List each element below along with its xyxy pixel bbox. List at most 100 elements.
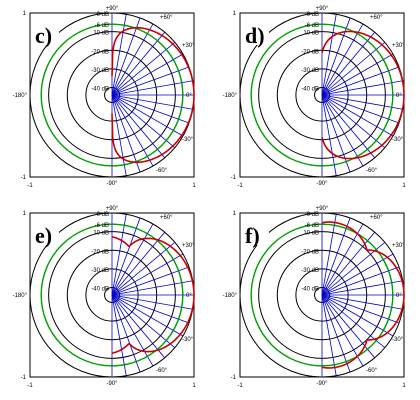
ray	[321, 280, 403, 296]
highlight-tick	[121, 24, 128, 27]
angle-tick-label: 0°	[186, 93, 192, 99]
radial-tick-label: -6 dB	[95, 223, 109, 229]
ray	[321, 294, 400, 324]
angle-tick-label: +90°	[106, 6, 119, 12]
corner-tick-label: 1	[402, 183, 406, 189]
ray	[111, 94, 176, 149]
highlight-tick	[144, 31, 151, 36]
ray	[111, 294, 184, 337]
angle-tick-label: -90°	[316, 181, 328, 187]
corner-tick-label: 1	[23, 211, 27, 217]
highlight-tick	[343, 160, 350, 164]
highlight-tick	[177, 267, 181, 274]
highlight-tick	[343, 360, 350, 364]
ray	[321, 253, 394, 296]
angle-tick-label: +60°	[160, 15, 173, 21]
corner-tick-label: 1	[23, 11, 27, 17]
ray	[111, 214, 127, 296]
corner-tick-label: 1	[233, 211, 237, 217]
radial-tick-label: -40 dB	[301, 87, 319, 93]
polar-panel-d: 0 dB -6 dB 10 dB -20 dB -30 dB -40 dB +90° +60°…	[210, 0, 420, 200]
panel-label-bg	[33, 221, 59, 245]
radial-tick-label: -30 dB	[91, 68, 109, 74]
ray	[321, 294, 364, 367]
ray	[111, 294, 166, 359]
angle-tick-label: -30°	[182, 337, 194, 343]
highlight-tick	[331, 363, 338, 366]
ray	[111, 66, 190, 96]
highlight-tick	[121, 163, 128, 166]
angle-tick-label: -180°	[223, 93, 238, 99]
highlight-tick	[364, 238, 371, 244]
ray	[111, 14, 127, 96]
ray	[321, 217, 351, 296]
angle-tick-label: +30°	[392, 43, 405, 49]
panel-label: c)	[35, 23, 52, 48]
highlight-tick	[381, 56, 386, 63]
panel-label: f)	[245, 223, 260, 248]
radial-tick-label: -20 dB	[301, 49, 319, 55]
angle-tick-label: +90°	[316, 206, 329, 212]
ray	[111, 223, 154, 296]
radial-tick-label: -6 dB	[95, 23, 109, 29]
angle-tick-label: -30°	[392, 337, 404, 343]
ray	[321, 266, 400, 296]
angle-tick-label: 0°	[186, 293, 192, 299]
panel-label: d)	[245, 23, 265, 48]
highlight-tick	[180, 79, 183, 86]
highlight-tick	[163, 337, 169, 344]
ray	[111, 253, 184, 296]
highlight-tick	[387, 67, 391, 74]
ray	[321, 94, 403, 110]
ray	[321, 94, 337, 176]
highlight-tick	[390, 79, 393, 86]
polar-panel-f: 0 dB -6 dB 10 dB -20 dB -30 dB -40 dB +90° +60°…	[210, 200, 420, 400]
highlight-tick	[331, 224, 338, 227]
ray	[321, 94, 364, 167]
highlight-tick	[171, 127, 176, 134]
angle-tick-label: -90°	[106, 181, 118, 187]
polar-plot: 0 dB -6 dB 10 dB -20 dB -30 dB -40 dB +90° +60°…	[223, 206, 407, 389]
ray	[111, 94, 154, 167]
panel-label-bg	[243, 21, 269, 45]
angle-tick-label: -60°	[366, 368, 378, 374]
corner-tick-label: -1	[21, 375, 27, 381]
ray	[321, 53, 394, 96]
polar-plot: 0 dB -6 dB 10 dB -20 dB -30 dB -40 dB +90° +60°…	[13, 6, 197, 189]
angle-tick-label: -180°	[223, 293, 238, 299]
highlight-tick	[180, 104, 183, 111]
radial-tick-label: -6 dB	[305, 223, 319, 229]
highlight-tick	[331, 163, 338, 166]
radiation-pattern	[321, 221, 405, 369]
highlight-tick	[387, 116, 391, 123]
highlight-tick	[387, 316, 391, 323]
highlight-tick	[390, 304, 393, 311]
ray	[111, 294, 141, 373]
angle-tick-label: +60°	[370, 215, 383, 221]
panel-label-bg	[33, 21, 59, 45]
highlight-tick	[177, 116, 181, 123]
polar-plot: 0 dB -6 dB 10 dB -20 dB -30 dB -40 dB +90° +60°…	[223, 6, 407, 189]
ray	[111, 294, 154, 367]
radial-tick-label: 0 dB	[307, 12, 319, 18]
corner-tick-label: 1	[233, 11, 237, 17]
corner-tick-label: -1	[231, 375, 237, 381]
ray	[321, 294, 403, 310]
ray	[111, 231, 166, 296]
radiation-pattern	[321, 30, 405, 160]
ray	[111, 266, 190, 296]
ray	[321, 214, 337, 296]
ray	[321, 94, 394, 137]
ray	[321, 14, 337, 96]
corner-tick-label: -1	[231, 175, 237, 181]
radial-tick-label: -20 dB	[91, 249, 109, 255]
radiation-pattern	[111, 236, 195, 354]
highlight-tick	[364, 38, 371, 44]
angle-tick-label: -30°	[392, 137, 404, 143]
ray	[111, 294, 190, 324]
radial-tick-label: -20 dB	[91, 49, 109, 55]
ray	[111, 41, 176, 96]
angle-tick-label: -90°	[106, 381, 118, 387]
highlight-tick	[121, 363, 128, 366]
highlight-tick	[171, 327, 176, 334]
